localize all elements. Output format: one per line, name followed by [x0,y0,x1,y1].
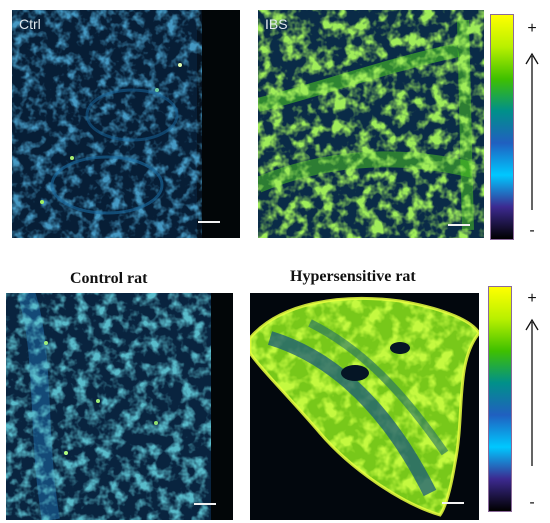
colorbar-max-label-bottom: + [527,290,537,307]
control-rat-tissue-image [6,293,233,520]
scale-bar [442,502,464,504]
colorbar-min-label-top: - [529,222,535,239]
hypersensitive-rat-micrograph [250,293,479,520]
ctrl-micrograph: Ctrl [12,10,240,238]
scale-bar [198,221,220,223]
ctrl-tissue-image [12,10,240,238]
hypersensitive-rat-tissue-image [250,293,479,520]
intensity-colorbar-bottom [488,286,512,512]
ctrl-label: Ctrl [19,16,41,32]
scale-bar [194,503,216,505]
control-rat-caption: Control rat [70,270,148,287]
control-rat-micrograph [6,293,233,520]
ibs-micrograph: IBS [258,10,484,238]
hypersensitive-rat-caption: Hypersensitive rat [290,268,416,285]
colorbar-max-label-top: + [527,20,537,37]
ibs-tissue-image [258,10,484,238]
intensity-arrow-top [525,52,539,210]
colorbar-min-label-bottom: - [529,494,535,511]
intensity-colorbar-top [490,14,514,240]
ibs-label: IBS [265,16,288,32]
scale-bar [448,224,470,226]
intensity-arrow-bottom [525,318,539,466]
